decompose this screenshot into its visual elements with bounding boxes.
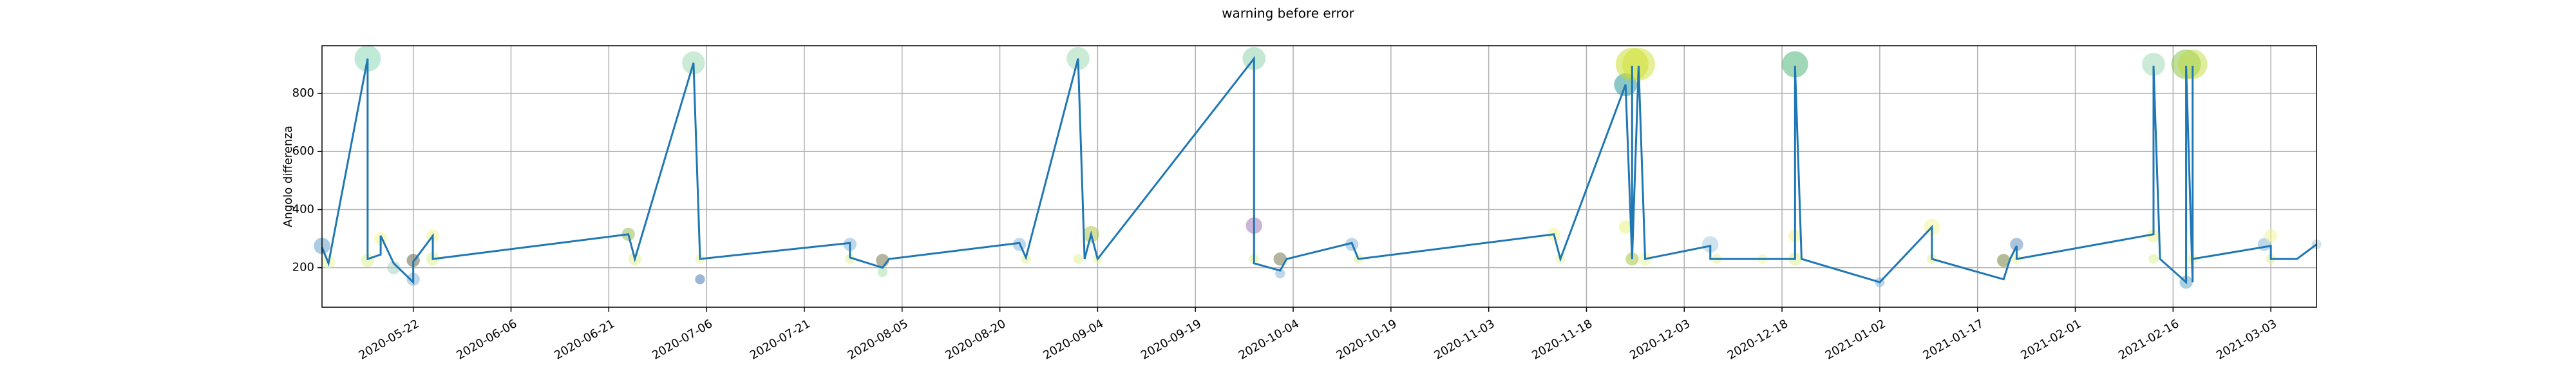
bubble [695,274,705,285]
y-tick-label: 400 [292,202,314,216]
x-tick-label: 2020-08-05 [846,317,911,362]
x-tick-label: 2021-01-17 [1921,317,1986,362]
bubble [1073,254,1083,264]
x-tick-label: 2020-06-21 [552,317,617,362]
bubble [1996,254,2011,267]
x-tick-label: 2020-10-04 [1236,317,1302,362]
x-tick-label: 2020-11-03 [1432,317,1497,362]
x-tick-label: 2020-12-18 [1725,317,1790,362]
bubble [2264,229,2278,243]
bubble [2146,229,2161,243]
y-axis-label: Angolo differenza [281,126,295,227]
x-tick-label: 2021-02-16 [2116,317,2181,362]
bubble [877,267,888,278]
bubble [1702,236,1719,253]
bubble [845,254,855,264]
x-tick-label: 2020-11-18 [1530,317,1595,362]
x-tick-label: 2020-07-06 [650,317,715,362]
y-tick-label: 800 [292,86,314,100]
line [321,55,2317,285]
y-tick-label: 600 [292,144,314,158]
bubble [1781,51,1808,78]
y-tick-label: 200 [292,261,314,274]
x-tick-label: 2021-03-03 [2214,317,2279,362]
bubble [2142,53,2165,76]
bubble [2148,254,2159,264]
bubble [1622,48,1655,81]
x-tick-label: 2020-05-22 [356,317,421,362]
chart-title: warning before error [1222,6,1354,21]
bubble [2010,238,2023,251]
x-tick-label: 2020-07-21 [748,317,813,362]
bubble [1273,252,1287,266]
x-tick-label: 2021-02-01 [2018,317,2083,362]
plot-frame [321,45,2317,308]
x-tick-label: 2020-12-03 [1627,317,1692,362]
x-tick-label: 2020-06-06 [454,317,519,362]
bubble [1275,269,1285,279]
x-tick-label: 2020-09-19 [1139,317,1204,362]
x-tick-label: 2020-08-20 [943,317,1008,362]
x-tick-label: 2020-09-04 [1041,317,1106,362]
bubble [387,261,401,274]
x-tick-label: 2021-01-02 [1823,317,1888,362]
x-tick-label: 2020-10-19 [1334,317,1399,362]
bubble [1618,220,1633,234]
